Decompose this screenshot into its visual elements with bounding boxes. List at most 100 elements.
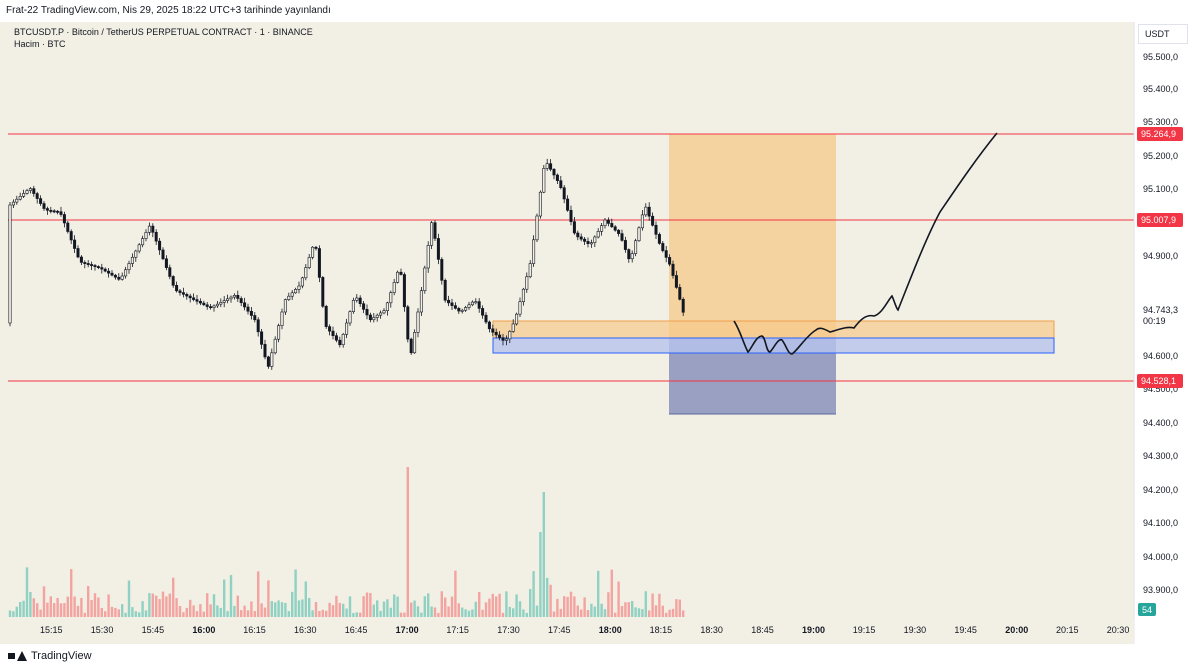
candle xyxy=(8,202,12,327)
symbol-line[interactable]: BTCUSDT.P · Bitcoin / TetherUS PERPETUAL… xyxy=(14,27,313,37)
time-label: 19:00 xyxy=(802,625,825,635)
blue-zone-rect[interactable] xyxy=(492,337,1055,354)
price-axis[interactable]: 95.500,0 95.400,0 95.300,0 95.200,0 95.100,0… xyxy=(1133,22,1200,644)
volume-bar xyxy=(420,612,423,617)
volume-bar xyxy=(457,603,460,617)
volume-bar xyxy=(168,593,171,617)
candle xyxy=(640,210,644,231)
volume-line[interactable]: Hacim · BTC xyxy=(14,39,66,49)
candle xyxy=(300,276,304,289)
volume-bar xyxy=(393,594,396,617)
volume-bar xyxy=(274,602,277,617)
price-tick-label: 94.000,0 xyxy=(1143,552,1178,562)
svg-text:54: 54 xyxy=(1142,605,1152,615)
volume-bar xyxy=(127,580,131,617)
volume-bar xyxy=(617,581,620,617)
candle xyxy=(606,217,610,227)
volume-bar xyxy=(495,596,498,617)
volume-bar xyxy=(172,577,175,617)
volume-bar xyxy=(335,595,338,617)
footer-brand[interactable]: TradingView xyxy=(31,650,92,662)
candle xyxy=(467,301,471,310)
volume-bar xyxy=(512,608,515,617)
time-label: 15:45 xyxy=(142,625,165,635)
level-price-label[interactable]: 95.007,9 xyxy=(1137,213,1183,227)
volume-bar xyxy=(175,598,178,617)
long-target-zone[interactable] xyxy=(669,134,836,338)
candle xyxy=(464,305,468,312)
level-price-label[interactable]: 95.264,9 xyxy=(1137,127,1183,141)
candle xyxy=(164,255,168,271)
currency-selector[interactable]: USDT xyxy=(1138,24,1188,44)
volume-bar xyxy=(39,609,42,617)
candle xyxy=(593,235,597,248)
volume-bar xyxy=(25,567,29,617)
svg-text:95.264,9: 95.264,9 xyxy=(1141,129,1176,139)
candle xyxy=(538,190,542,219)
candle xyxy=(409,337,413,355)
candle xyxy=(368,312,372,323)
candle xyxy=(637,226,641,242)
volume-bar xyxy=(372,604,375,617)
volume-bar xyxy=(478,592,481,617)
candle xyxy=(644,203,648,217)
candle xyxy=(535,213,539,242)
volume-bar xyxy=(138,612,141,617)
volume-bar xyxy=(151,593,154,617)
candle xyxy=(266,355,270,369)
candle xyxy=(457,306,461,314)
volume-bar xyxy=(637,608,641,617)
candle xyxy=(314,245,318,251)
candle xyxy=(583,236,587,245)
candle xyxy=(45,206,49,215)
volume-bar xyxy=(189,599,192,617)
price-tick-label: 93.900,0 xyxy=(1143,585,1178,595)
candle xyxy=(413,329,417,354)
volume-bar xyxy=(396,596,399,617)
level-price-label[interactable]: 94.528,1 xyxy=(1137,374,1183,388)
orange-zone-rect[interactable] xyxy=(492,320,1055,339)
candle xyxy=(678,283,682,301)
candle xyxy=(657,232,661,245)
candle xyxy=(212,304,216,312)
time-axis[interactable]: 15:15 15:30 15:45 16:00 16:15 16:30 16:45 17:00… xyxy=(0,620,1134,644)
tradingview-logo-icon xyxy=(8,651,27,661)
volume-bar xyxy=(32,598,35,617)
candle xyxy=(195,294,199,305)
candle xyxy=(120,272,124,281)
volume-bar xyxy=(124,612,127,617)
candle xyxy=(579,233,583,242)
volume-bar xyxy=(233,605,236,617)
volume-bar xyxy=(70,569,73,617)
candle xyxy=(572,216,576,235)
volume-bar xyxy=(202,611,205,617)
chart-svg[interactable]: 95.500,0 95.400,0 95.300,0 95.200,0 95.100,0… xyxy=(0,0,1200,644)
volume-bar xyxy=(107,594,110,617)
candle xyxy=(117,273,121,281)
volume-bar xyxy=(280,602,284,617)
volume-bar xyxy=(229,575,233,617)
volume-bar xyxy=(416,606,420,617)
time-label: 19:15 xyxy=(853,625,876,635)
candle xyxy=(450,298,454,310)
current-price-label: 94.743,300:19 xyxy=(1143,305,1178,326)
candle xyxy=(277,323,281,343)
candle xyxy=(15,195,19,205)
candle xyxy=(515,312,519,326)
volume-bar xyxy=(199,604,202,617)
volume-bar xyxy=(586,610,590,617)
volume-bar xyxy=(314,602,318,617)
volume-bar xyxy=(240,610,243,617)
candle xyxy=(198,298,202,306)
volume-bar xyxy=(8,610,12,617)
volume-bar xyxy=(382,601,386,617)
volume-bar xyxy=(508,606,511,617)
candle xyxy=(260,329,264,349)
candle xyxy=(52,209,56,214)
volume-bar xyxy=(563,596,566,617)
projection-path[interactable] xyxy=(733,132,998,355)
candle xyxy=(627,248,631,263)
volume-bar xyxy=(410,602,413,617)
volume-bar xyxy=(535,605,539,617)
price-tick-label: 94.600,0 xyxy=(1143,351,1178,361)
